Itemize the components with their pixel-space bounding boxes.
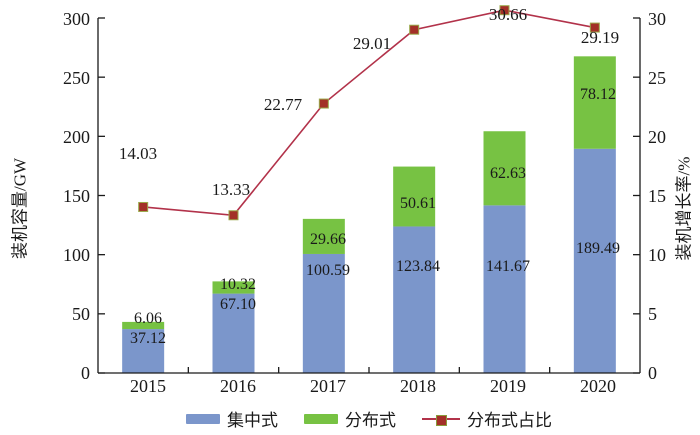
y-axis-left-tick: 300	[63, 9, 90, 29]
bar-value-label-centralized: 37.12	[130, 330, 166, 347]
y-axis-right-tick: 5	[648, 304, 657, 324]
line-value-label-share: 13.33	[211, 180, 251, 199]
legend-swatch-centralized	[186, 413, 220, 424]
line-marker-share	[500, 6, 509, 15]
line-marker-share	[410, 25, 419, 34]
line-marker-share	[139, 202, 148, 211]
line-value-label-share: 29.19	[580, 28, 620, 47]
y-axis-left-tick: 250	[63, 68, 90, 88]
bar-value-label-centralized: 67.10	[220, 296, 256, 313]
bar-value-label-centralized: 123.84	[396, 258, 440, 275]
bar-value-label-distributed: 62.63	[490, 165, 526, 182]
bar-value-label-centralized: 141.67	[486, 258, 530, 275]
line-marker-share	[590, 23, 599, 32]
legend-swatch-distributed	[304, 413, 338, 424]
y-axis-right-tick: 25	[648, 68, 666, 88]
x-axis-tick: 2017	[310, 376, 346, 396]
line-marker-share	[229, 211, 238, 220]
y-axis-right-tick: 20	[648, 127, 666, 147]
legend-item-centralized[interactable]: 集中式	[186, 406, 278, 431]
bar-value-label-distributed: 29.66	[310, 231, 346, 248]
line-value-label-share: 29.01	[352, 34, 392, 53]
line-value-label-share: 30.66	[488, 5, 528, 24]
y-axis-right-tick: 10	[648, 245, 666, 265]
bar-value-label-distributed: 78.12	[580, 86, 616, 103]
x-axis-tick: 2019	[490, 376, 526, 396]
legend-swatch-share	[422, 413, 460, 426]
bar-segment-distributed	[393, 166, 436, 227]
bar-value-label-distributed: 10.32	[220, 276, 256, 293]
bar-segment-distributed	[573, 56, 616, 149]
legend-label-distributed: 分布式	[345, 411, 396, 430]
legend-label-share: 分布式占比	[467, 411, 552, 430]
y-axis-left-tick: 0	[81, 363, 90, 383]
bar-value-label-distributed: 50.61	[400, 195, 436, 212]
y-axis-right-tick: 15	[648, 186, 666, 206]
y-axis-left-tick: 200	[63, 127, 90, 147]
line-marker-share	[319, 99, 328, 108]
bar-value-label-centralized: 189.49	[576, 240, 620, 257]
legend-label-centralized: 集中式	[227, 411, 278, 430]
y-axis-left-tick: 150	[63, 186, 90, 206]
y-axis-right-tick: 30	[648, 9, 666, 29]
bar-value-label-centralized: 100.59	[306, 262, 350, 279]
bar-segment-centralized	[573, 148, 616, 373]
bar-segment-centralized	[302, 253, 345, 373]
bar-segment-distributed	[483, 131, 526, 206]
bar-segment-centralized	[122, 329, 165, 373]
bar-segment-distributed	[212, 281, 255, 294]
legend-item-share[interactable]: 分布式占比	[422, 406, 552, 431]
chart-legend: 集中式 分布式 分布式占比	[98, 406, 640, 431]
x-axis-tick: 2015	[130, 376, 166, 396]
bar-value-label-distributed: 6.06	[134, 310, 162, 327]
y-axis-left-tick: 100	[63, 245, 90, 265]
x-axis-tick: 2018	[400, 376, 436, 396]
x-axis-tick: 2016	[220, 376, 256, 396]
y-axis-left-tick: 50	[72, 304, 90, 324]
bar-segment-centralized	[483, 205, 526, 373]
bar-segment-distributed	[122, 321, 165, 330]
bar-segment-distributed	[302, 218, 345, 254]
line-series-share	[143, 9, 595, 217]
line-value-label-share: 14.03	[118, 144, 158, 163]
bar-segment-centralized	[212, 293, 255, 373]
x-axis-tick: 2020	[580, 376, 616, 396]
bar-segment-centralized	[393, 226, 436, 373]
y-axis-right-tick: 0	[648, 363, 657, 383]
line-value-label-share: 22.77	[263, 95, 303, 114]
legend-item-distributed[interactable]: 分布式	[304, 406, 396, 431]
